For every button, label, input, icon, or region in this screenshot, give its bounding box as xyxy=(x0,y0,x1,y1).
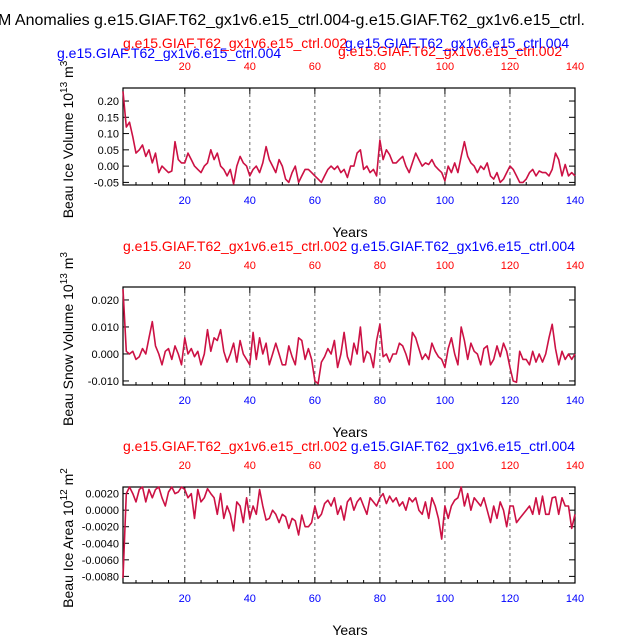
x-tick-label: 140 xyxy=(566,593,584,605)
y-axis-title-part: 13 xyxy=(59,81,70,93)
x-tick-label-top: 140 xyxy=(566,260,584,272)
x-tick-label-top: 80 xyxy=(374,260,386,272)
series-line-area xyxy=(122,486,576,579)
x-tick-label-top: 60 xyxy=(309,61,321,73)
x-tick-label-top: 60 xyxy=(309,260,321,272)
x-tick-label: 100 xyxy=(436,395,454,407)
x-tick-label: 140 xyxy=(566,395,584,407)
y-tick-label: 0.00 xyxy=(98,161,119,173)
y-axis-title-part: m xyxy=(60,66,76,82)
series-line-volume xyxy=(122,91,576,185)
x-tick-label: 120 xyxy=(501,395,519,407)
y-axis-title-part: 12 xyxy=(59,489,70,501)
x-tick-label: 60 xyxy=(309,195,321,207)
x-tick-label-top: 80 xyxy=(374,460,386,472)
y-tick-label: 0.15 xyxy=(98,112,119,124)
figure-title: M Anomalies g.e15.GIAF.T62_gx1v6.e15_ctr… xyxy=(0,12,585,29)
y-tick-label: -0.010 xyxy=(88,376,119,388)
x-tick-label: 120 xyxy=(501,195,519,207)
y-tick-label: 0.0020 xyxy=(85,489,119,501)
x-tick-label: 120 xyxy=(501,593,519,605)
x-tick-label: 80 xyxy=(374,395,386,407)
x-tick-label-top: 140 xyxy=(566,460,584,472)
y-tick-label: -0.0060 xyxy=(82,555,119,567)
x-tick-label-top: 20 xyxy=(179,460,191,472)
panel-area: 20 20 40 40 60 60 80 80 100 100 120 120 140 140 0.0020… xyxy=(59,438,584,638)
x-axis-title: Years xyxy=(332,224,367,240)
y-axis-title-part: 3 xyxy=(59,60,70,66)
y-tick-label: -0.05 xyxy=(94,177,119,189)
y-axis-title-part: m xyxy=(60,474,76,490)
x-tick-label-top: 80 xyxy=(374,61,386,73)
x-tick-label: 60 xyxy=(309,395,321,407)
y-axis-title-part: Beau Ice Area 10 xyxy=(60,500,76,608)
plot-frame xyxy=(122,486,576,584)
x-tick-label: 40 xyxy=(244,395,256,407)
case-label-blue: g.e15.GIAF.T62_gx1v6.e15_ctrl.004 xyxy=(351,238,575,254)
y-tick-label: -0.0020 xyxy=(82,522,119,534)
x-tick-label-top: 120 xyxy=(501,61,519,73)
case-label-red: g.e15.GIAF.T62_gx1v6.e15_ctrl.002 xyxy=(123,438,347,454)
y-axis-title-part: 13 xyxy=(59,273,70,285)
y-tick-label: 0.20 xyxy=(98,96,119,108)
x-tick-label: 100 xyxy=(436,195,454,207)
x-tick-label: 140 xyxy=(566,195,584,207)
y-tick-label: -0.0080 xyxy=(82,571,119,583)
x-tick-label: 80 xyxy=(374,195,386,207)
y-axis-title-part: 2 xyxy=(59,468,70,474)
y-axis-title-part: m xyxy=(60,258,76,274)
case-label-red: g.e15.GIAF.T62_gx1v6.e15_ctrl.002 xyxy=(123,238,347,254)
series-line-snow xyxy=(122,289,576,385)
x-tick-label-top: 60 xyxy=(309,460,321,472)
y-tick-label: -0.0040 xyxy=(82,538,119,550)
x-tick-label: 40 xyxy=(244,195,256,207)
x-tick-label: 100 xyxy=(436,593,454,605)
x-tick-label: 20 xyxy=(179,395,191,407)
y-tick-label: 0.0000 xyxy=(85,505,119,517)
y-tick-label: 0.10 xyxy=(98,129,119,141)
y-axis-title: Beau Snow Volume 1013 m3 xyxy=(59,252,76,426)
plot-frame xyxy=(122,286,576,386)
x-tick-label-top: 100 xyxy=(436,260,454,272)
x-tick-label: 60 xyxy=(309,593,321,605)
y-tick-label: 0.020 xyxy=(91,295,119,307)
y-axis-title: Beau Ice Area 1012 m2 xyxy=(59,468,76,608)
x-tick-label-top: 120 xyxy=(501,260,519,272)
x-axis-title: Years xyxy=(332,424,367,440)
y-axis-title: Beau Ice Volume 1013 m3 xyxy=(59,60,76,218)
x-tick-label-top: 40 xyxy=(244,460,256,472)
case-label-red: g.e15.GIAF.T62_gx1v6.e15_ctrl.002 xyxy=(123,35,347,51)
x-tick-label-top: 20 xyxy=(179,260,191,272)
x-axis-title: Years xyxy=(332,622,367,638)
x-tick-label-top: 20 xyxy=(179,61,191,73)
x-tick-label: 80 xyxy=(374,593,386,605)
case-label-blue-right: g.e15.GIAF.T62_gx1v6.e15_ctrl.004 xyxy=(345,35,569,51)
y-tick-label: 0.000 xyxy=(91,349,119,361)
y-axis-title-part: Beau Ice Volume 10 xyxy=(60,93,76,219)
x-tick-label-top: 40 xyxy=(244,61,256,73)
panel-snow: 20 20 40 40 60 60 80 80 100 100 120 120 140 140 0.020 0… xyxy=(59,238,584,440)
x-tick-label-top: 100 xyxy=(436,61,454,73)
x-tick-label: 20 xyxy=(179,195,191,207)
y-axis-title-part: Beau Snow Volume 10 xyxy=(60,284,76,426)
x-tick-label-top: 40 xyxy=(244,260,256,272)
case-label-red-right: g.e15.GIAF.T62_gx1v6.e15_ctrl.002 xyxy=(338,43,562,59)
y-tick-label: 0.010 xyxy=(91,322,119,334)
panel-volume: 20 20 40 40 60 60 80 80 100 100 120 120 140 140 0.20 0.… xyxy=(57,35,584,240)
x-tick-label-top: 140 xyxy=(566,61,584,73)
x-tick-label-top: 100 xyxy=(436,460,454,472)
x-tick-label-top: 120 xyxy=(501,460,519,472)
case-label-blue: g.e15.GIAF.T62_gx1v6.e15_ctrl.004 xyxy=(351,438,575,454)
x-tick-label: 20 xyxy=(179,593,191,605)
panels: 20 20 40 40 60 60 80 80 100 100 120 120 140 140 0.20 0.… xyxy=(57,35,584,638)
y-tick-label: 0.05 xyxy=(98,145,119,157)
x-tick-label: 40 xyxy=(244,593,256,605)
y-axis-title-part: 3 xyxy=(59,252,70,258)
case-label-blue: g.e15.GIAF.T62_gx1v6.e15_ctrl.004 xyxy=(57,45,281,61)
plot-frame xyxy=(122,87,576,186)
